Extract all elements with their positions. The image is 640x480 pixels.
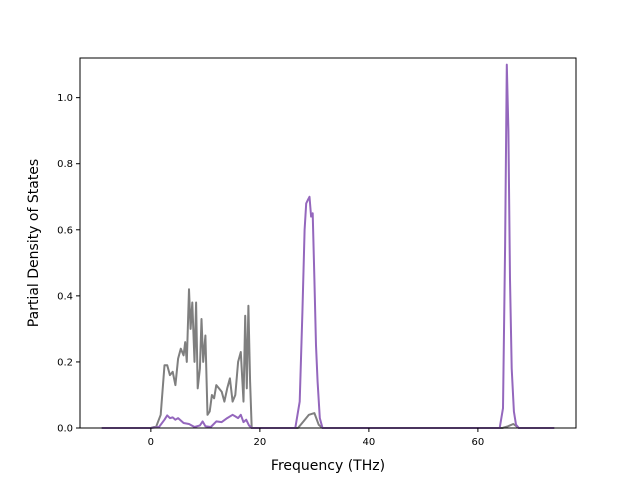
y-tick-label: 1.0: [57, 93, 73, 104]
x-tick-label: 0: [148, 437, 154, 448]
plot-frame: [79, 57, 577, 429]
y-tick-label: 0.2: [57, 357, 73, 368]
x-axis-ticks: 0 20 40 60: [148, 428, 485, 448]
x-tick-label: 60: [472, 437, 485, 448]
y-tick-label: 0.4: [57, 291, 73, 302]
y-tick-label: 0.0: [57, 424, 73, 435]
y-axis-ticks: 0.0 0.2 0.4 0.6 0.8 1.0: [57, 93, 80, 435]
x-tick-label: 40: [363, 437, 376, 448]
y-axis-label: Partial Density of States: [26, 159, 42, 327]
y-tick-label: 0.6: [57, 225, 73, 236]
y-tick-label: 0.8: [57, 159, 73, 170]
x-axis-label: Frequency (THz): [271, 458, 385, 474]
x-tick-label: 20: [254, 437, 267, 448]
series-line-1: [101, 288, 555, 429]
plot-area: [80, 58, 576, 428]
